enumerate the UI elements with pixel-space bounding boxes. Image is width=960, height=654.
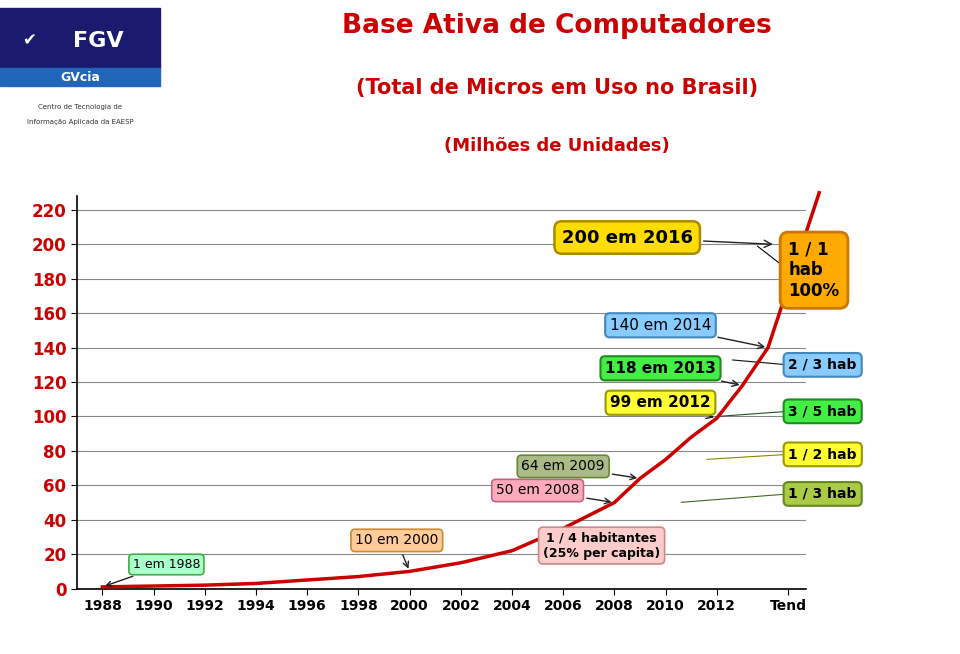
Text: 1 / 1
hab
100%: 1 / 1 hab 100%	[788, 241, 840, 300]
Text: ✔: ✔	[22, 32, 36, 50]
Text: 50 em 2008: 50 em 2008	[496, 483, 611, 504]
Text: Centro de Tecnologia de: Centro de Tecnologia de	[38, 104, 122, 110]
Text: GVcia: GVcia	[60, 71, 100, 84]
Text: 140 em 2014: 140 em 2014	[610, 318, 764, 349]
Text: 1 em 1988: 1 em 1988	[107, 558, 200, 586]
Text: 1 / 4 habitantes
(25% per capita): 1 / 4 habitantes (25% per capita)	[543, 532, 660, 560]
Text: 3 / 5 hab: 3 / 5 hab	[788, 404, 857, 419]
Text: 1 / 3 hab: 1 / 3 hab	[788, 487, 857, 501]
Bar	[0, 68, 160, 86]
Text: 10 em 2000: 10 em 2000	[355, 534, 439, 568]
Text: 2 / 3 hab: 2 / 3 hab	[788, 358, 857, 372]
Text: 64 em 2009: 64 em 2009	[521, 459, 636, 479]
Text: FGV: FGV	[73, 31, 123, 51]
Text: Base Ativa de Computadores: Base Ativa de Computadores	[342, 13, 772, 39]
Text: 1 / 2 hab: 1 / 2 hab	[788, 447, 857, 461]
Text: (Total de Micros em Uso no Brasil): (Total de Micros em Uso no Brasil)	[356, 78, 757, 99]
Text: 200 em 2016: 200 em 2016	[562, 228, 771, 247]
Text: 99 em 2012: 99 em 2012	[611, 395, 712, 419]
Bar	[0, 8, 160, 68]
Text: Informação Aplicada da EAESP: Informação Aplicada da EAESP	[27, 119, 133, 125]
Text: (Milhões de Unidades): (Milhões de Unidades)	[444, 137, 670, 156]
Text: 118 em 2013: 118 em 2013	[605, 361, 738, 387]
